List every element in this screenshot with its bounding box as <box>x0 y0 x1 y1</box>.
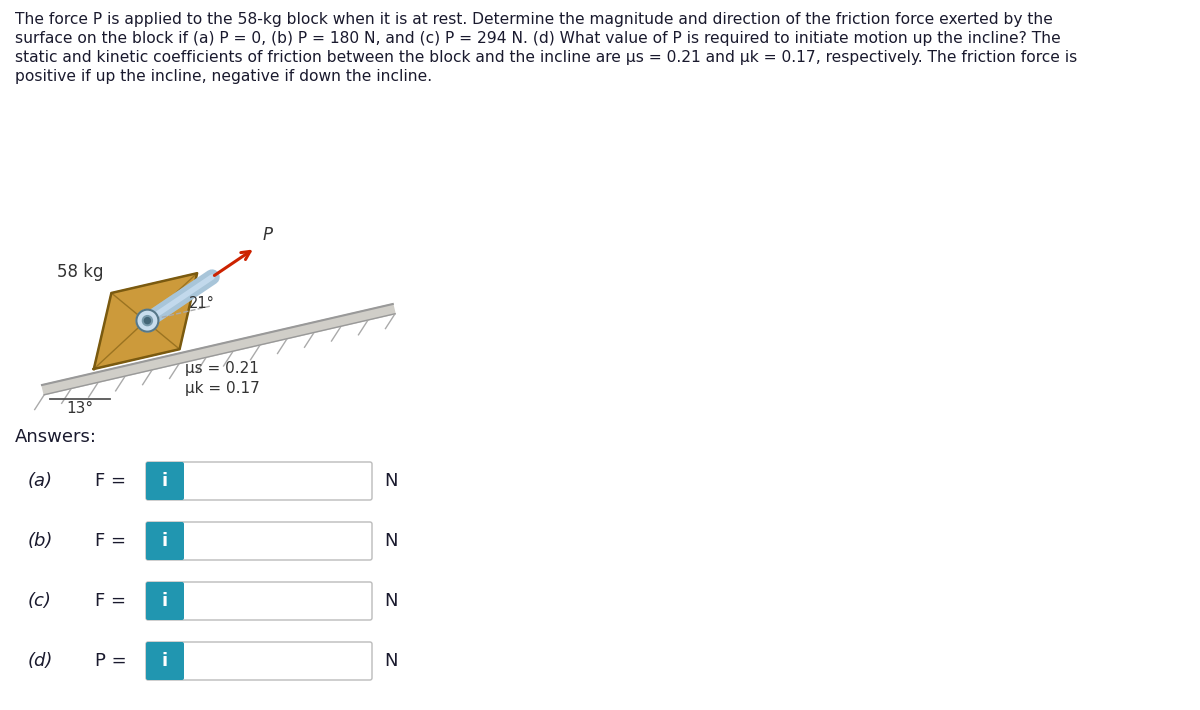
Text: F =: F = <box>95 472 126 490</box>
Polygon shape <box>94 273 197 369</box>
Text: F =: F = <box>95 532 126 550</box>
Text: 21°: 21° <box>188 296 215 312</box>
Text: N: N <box>384 472 397 490</box>
Text: i: i <box>162 652 168 670</box>
Polygon shape <box>42 304 395 395</box>
Text: positive if up the incline, negative if down the incline.: positive if up the incline, negative if … <box>14 69 432 84</box>
Text: N: N <box>384 652 397 670</box>
Text: F =: F = <box>95 592 126 610</box>
FancyBboxPatch shape <box>146 642 372 680</box>
Text: static and kinetic coefficients of friction between the block and the incline ar: static and kinetic coefficients of frict… <box>14 50 1078 65</box>
FancyBboxPatch shape <box>146 582 372 620</box>
Circle shape <box>144 317 150 324</box>
Circle shape <box>143 316 152 326</box>
FancyBboxPatch shape <box>146 462 372 500</box>
Text: i: i <box>162 472 168 490</box>
Text: surface on the block if (a) P = 0, (b) P = 180 N, and (c) P = 294 N. (d) What va: surface on the block if (a) P = 0, (b) P… <box>14 31 1061 46</box>
Text: μk = 0.17: μk = 0.17 <box>186 381 260 395</box>
FancyBboxPatch shape <box>146 522 184 560</box>
Text: μs = 0.21: μs = 0.21 <box>186 361 259 376</box>
Text: The force P is applied to the 58-kg block when it is at rest. Determine the magn: The force P is applied to the 58-kg bloc… <box>14 12 1052 27</box>
Text: (b): (b) <box>28 532 53 550</box>
FancyBboxPatch shape <box>146 522 372 560</box>
Text: Answers:: Answers: <box>14 428 97 446</box>
Text: 13°: 13° <box>66 401 94 416</box>
Text: 58 kg: 58 kg <box>56 263 103 281</box>
Text: (c): (c) <box>28 592 52 610</box>
FancyBboxPatch shape <box>146 582 184 620</box>
Text: P: P <box>263 226 274 244</box>
Text: P =: P = <box>95 652 127 670</box>
Text: i: i <box>162 532 168 550</box>
Text: i: i <box>162 592 168 610</box>
Text: (d): (d) <box>28 652 53 670</box>
Text: N: N <box>384 592 397 610</box>
Text: N: N <box>384 532 397 550</box>
FancyBboxPatch shape <box>146 642 184 680</box>
Circle shape <box>137 310 158 332</box>
FancyBboxPatch shape <box>146 462 184 500</box>
Text: (a): (a) <box>28 472 53 490</box>
